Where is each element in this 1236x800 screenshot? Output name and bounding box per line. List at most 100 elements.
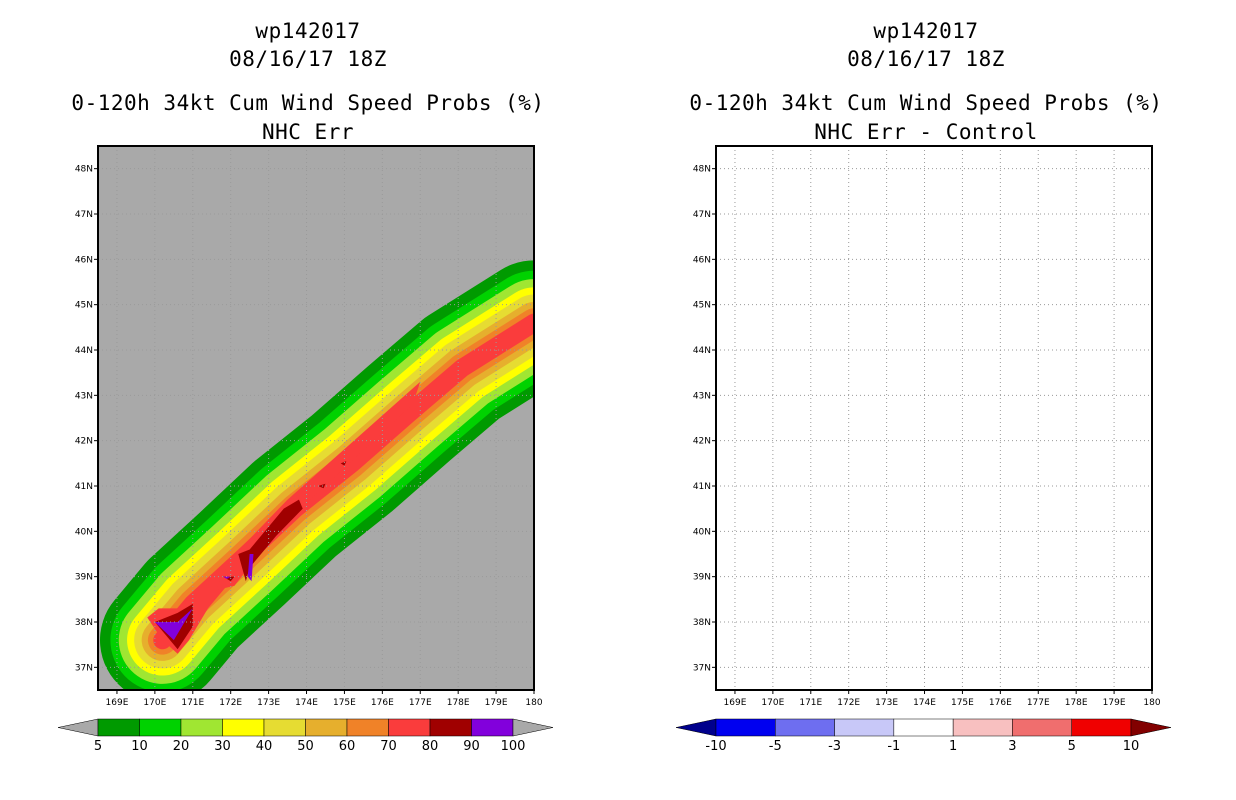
left-ytick-label-2: 39N [75, 573, 93, 583]
left-colorbar-high-arrow [512, 718, 554, 737]
left-xtick-label-1: 170E [143, 698, 166, 708]
right-ytick-label-6: 43N [693, 391, 711, 401]
left-swath-core-7 [154, 608, 193, 641]
right-ytick-label-0: 37N [693, 663, 711, 673]
left-ytick-label-1: 38N [75, 618, 93, 628]
right-xtick-label-4: 173E [875, 698, 898, 708]
left-xtick-label-5: 174E [295, 698, 318, 708]
left-colorbar-label-10: 100 [501, 739, 526, 754]
right-colorbar-label-7: 10 [1123, 739, 1140, 754]
right-colorbar-label-6: 5 [1068, 739, 1076, 754]
right-ytick-label-11: 48N [693, 165, 711, 175]
left-xtick-label-8: 177E [409, 698, 432, 708]
left-xtick-label-11: 180 [525, 698, 542, 708]
right-xtick-label-6: 175E [951, 698, 974, 708]
right-ytick-label-9: 46N [693, 255, 711, 265]
left-ytick-label-7: 44N [75, 346, 93, 356]
left-colorbar-label-2: 20 [173, 739, 190, 754]
right-ytick-label-8: 45N [693, 301, 711, 311]
right-datetime: 08/16/17 18Z [847, 47, 1005, 71]
left-colorbar-swatch-4 [263, 718, 306, 737]
right-map-background [716, 146, 1152, 690]
left-map-frame [97, 145, 535, 691]
left-gridlines [98, 146, 534, 690]
right-chart-title: 0-120h 34kt Cum Wind Speed Probs (%) [689, 91, 1163, 115]
left-colorbar-label-3: 30 [214, 739, 231, 754]
left-colorbar-label-1: 10 [131, 739, 148, 754]
left-ytick-label-8: 45N [75, 301, 93, 311]
right-colorbar-swatch-3 [893, 718, 954, 737]
left-colorbar-swatch-1 [139, 718, 182, 737]
right-xtick-label-11: 180 [1143, 698, 1160, 708]
right-xtick-label-3: 172E [837, 698, 860, 708]
left-ytick-label-11: 48N [75, 165, 93, 175]
right-xtick-label-7: 176E [989, 698, 1012, 708]
right-ytick-label-10: 47N [693, 210, 711, 220]
right-colorbar-low-arrow [675, 718, 717, 737]
left-swath-core-3 [238, 499, 303, 582]
right-xtick-label-2: 171E [799, 698, 822, 708]
right-colorbar: -10 -5 -3 -1 1 3 5 10 [675, 718, 1172, 754]
right-ytick-label-4: 41N [693, 482, 711, 492]
left-storm-title: wp142017 [255, 19, 361, 43]
right-xtick-label-5: 174E [913, 698, 936, 708]
left-colorbar-label-9: 90 [463, 739, 480, 754]
right-colorbar-swatch-4 [952, 718, 1013, 737]
left-ytick-label-9: 46N [75, 255, 93, 265]
left-colorbar-label-7: 70 [380, 739, 397, 754]
right-chart-subtitle: NHC Err - Control [814, 120, 1038, 144]
right-xtick-label-1: 170E [761, 698, 784, 708]
right-colorbar-label-4: 1 [949, 739, 957, 754]
left-chart-title: 0-120h 34kt Cum Wind Speed Probs (%) [71, 91, 545, 115]
left-colorbar-label-5: 50 [297, 739, 314, 754]
left-colorbar-swatch-7 [388, 718, 431, 737]
right-ytick-label-1: 38N [693, 618, 711, 628]
left-xtick-label-10: 179E [485, 698, 508, 708]
left-xtick-label-7: 176E [371, 698, 394, 708]
left-xtick-label-0: 169E [106, 698, 129, 708]
left-swath-core-5 [317, 483, 326, 489]
left-colorbar: 5 10 20 30 40 50 60 70 80 90 100 [57, 718, 554, 754]
left-xtick-label-3: 172E [219, 698, 242, 708]
left-colorbar-swatch-6 [346, 718, 389, 737]
left-colorbar-swatch-8 [429, 718, 472, 737]
left-colorbar-label-0: 5 [94, 739, 102, 754]
right-colorbar-label-3: -1 [887, 739, 900, 754]
right-gridlines [716, 146, 1152, 690]
left-chart-subtitle: NHC Err [261, 120, 354, 144]
right-colorbar-label-1: -5 [769, 739, 782, 754]
right-colorbar-swatch-0 [715, 718, 776, 737]
left-colorbar-label-4: 40 [256, 739, 273, 754]
left-ytick-label-10: 47N [75, 210, 93, 220]
left-swath-core-9 [223, 576, 231, 579]
left-ytick-label-5: 42N [75, 437, 93, 447]
left-colorbar-label-8: 80 [422, 739, 439, 754]
right-map-frame [715, 145, 1153, 691]
right-ytick-label-7: 44N [693, 346, 711, 356]
right-xtick-label-0: 169E [724, 698, 747, 708]
right-xtick-label-8: 177E [1027, 698, 1050, 708]
left-xtick-label-9: 178E [447, 698, 470, 708]
left-datetime: 08/16/17 18Z [229, 47, 387, 71]
left-ytick-label-4: 41N [75, 482, 93, 492]
left-ytick-label-0: 37N [75, 663, 93, 673]
left-xtick-label-6: 175E [333, 698, 356, 708]
right-colorbar-label-2: -3 [828, 739, 841, 754]
left-xtick-label-4: 173E [257, 698, 280, 708]
right-colorbar-swatch-5 [1012, 718, 1072, 737]
right-storm-title: wp142017 [873, 19, 979, 43]
left-ytick-label-3: 40N [75, 527, 93, 537]
left-swath-core-8 [247, 554, 254, 582]
right-ytick-label-3: 40N [693, 527, 711, 537]
left-colorbar-swatch-9 [471, 718, 514, 737]
right-ytick-label-5: 42N [693, 437, 711, 447]
right-xtick-label-10: 179E [1103, 698, 1126, 708]
left-colorbar-swatch-0 [97, 718, 140, 737]
right-xtick-label-9: 178E [1065, 698, 1088, 708]
right-colorbar-swatch-1 [775, 718, 835, 737]
right-colorbar-label-5: 3 [1008, 739, 1016, 754]
left-colorbar-swatch-5 [305, 718, 348, 737]
left-swath-layer [100, 260, 534, 690]
left-ytick-label-6: 43N [75, 391, 93, 401]
